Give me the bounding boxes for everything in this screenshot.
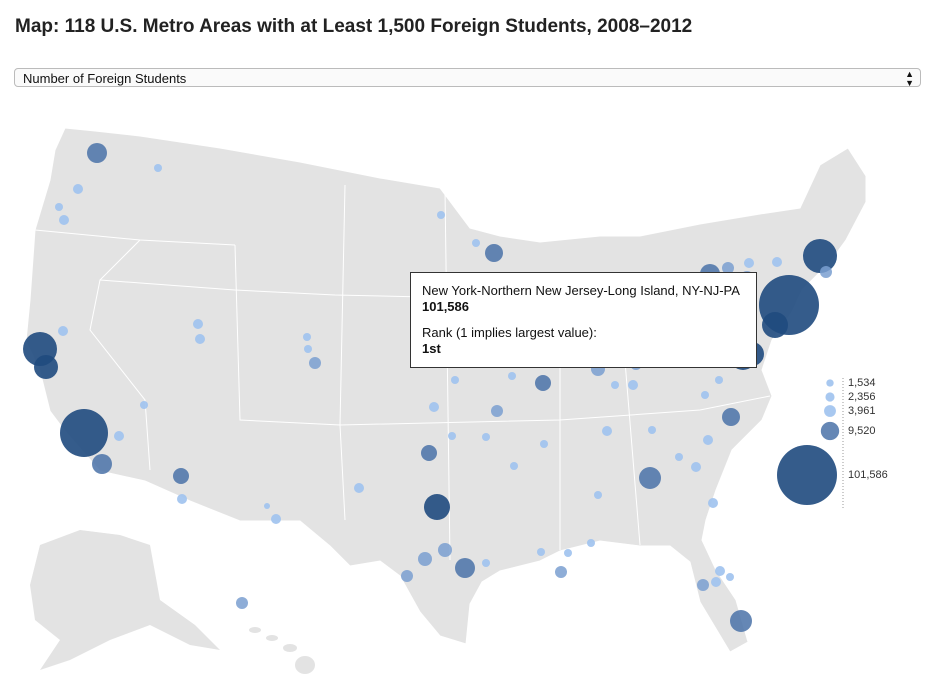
metro-bubble — [639, 467, 661, 489]
metro-bubble — [173, 468, 189, 484]
metro-bubble — [508, 372, 516, 380]
select-arrow: ▲ ▼ — [905, 69, 914, 88]
metric-select[interactable]: Number of Foreign Students ▲ ▼ — [14, 68, 921, 88]
metro-bubble — [455, 558, 475, 578]
tooltip-name: New York-Northern New Jersey-Long Island… — [422, 283, 740, 298]
metro-bubble — [675, 453, 683, 461]
legend-bubble — [777, 445, 837, 505]
metro-bubble — [193, 319, 203, 329]
metro-bubble — [177, 494, 187, 504]
metro-bubble — [648, 426, 656, 434]
title: Map: 118 U.S. Metro Areas with at Least … — [15, 16, 693, 37]
metro-bubble — [772, 257, 782, 267]
legend-bubble — [820, 421, 840, 441]
metro-bubble — [703, 435, 713, 445]
metro-bubble — [418, 552, 432, 566]
metro-bubble — [271, 514, 281, 524]
legend-label: 101,586 — [848, 469, 888, 481]
metro-bubble — [726, 573, 734, 581]
metro-bubble — [59, 215, 69, 225]
metro-bubble — [60, 409, 108, 457]
legend-label: 9,520 — [848, 425, 876, 437]
metro-bubble — [708, 498, 718, 508]
select-option: Number of Foreign Students — [23, 71, 187, 86]
metro-bubble — [304, 345, 312, 353]
metro-bubble — [691, 462, 701, 472]
metro-bubble — [602, 426, 612, 436]
metro-bubble — [820, 266, 832, 278]
metro-bubble — [195, 334, 205, 344]
metro-bubble — [611, 381, 619, 389]
metro-bubble — [140, 401, 148, 409]
metro-bubble — [594, 491, 602, 499]
metro-bubble — [537, 548, 545, 556]
legend-bubble — [826, 379, 834, 387]
metro-bubble — [564, 549, 572, 557]
metro-bubble — [711, 577, 721, 587]
metro-bubble — [628, 380, 638, 390]
legend-bubble — [824, 405, 836, 417]
metro-bubble — [535, 375, 551, 391]
metro-bubble — [722, 262, 734, 274]
metro-bubble — [401, 570, 413, 582]
tooltip-rank-label: Rank (1 implies largest value): — [422, 325, 597, 340]
metro-bubble — [236, 597, 248, 609]
metro-bubble — [472, 239, 480, 247]
metro-bubble — [510, 462, 518, 470]
metro-bubble — [437, 211, 445, 219]
legend-label: 1,534 — [848, 377, 876, 389]
tooltip-value: 101,586 — [422, 299, 469, 314]
metro-bubble — [34, 355, 58, 379]
metro-bubble — [87, 143, 107, 163]
metro-bubble — [803, 239, 837, 273]
alaska — [30, 530, 220, 670]
metro-bubble — [540, 440, 548, 448]
legend-label: 2,356 — [848, 391, 876, 403]
metro-bubble — [264, 503, 270, 509]
metro-bubble — [744, 258, 754, 268]
tooltip-rank: 1st — [422, 341, 441, 356]
metro-bubble — [424, 494, 450, 520]
metro-bubble — [421, 445, 437, 461]
metro-bubble — [354, 483, 364, 493]
metro-bubble — [701, 391, 709, 399]
metro-bubble — [58, 326, 68, 336]
metro-bubble — [491, 405, 503, 417]
metro-bubble — [154, 164, 162, 172]
metro-bubble — [587, 539, 595, 547]
metro-bubble — [438, 543, 452, 557]
metro-bubble — [55, 203, 63, 211]
metro-bubble — [451, 376, 459, 384]
metro-bubble — [762, 312, 788, 338]
metro-bubble — [722, 408, 740, 426]
metro-bubble — [715, 566, 725, 576]
metro-bubble — [303, 333, 311, 341]
metro-bubble — [448, 432, 456, 440]
hawaii — [249, 627, 315, 674]
metro-bubble — [482, 559, 490, 567]
legend: 1,534 2,356 3,961 9,520 101,586 — [777, 377, 888, 505]
metro-bubble — [697, 579, 709, 591]
legend-bubble — [825, 392, 835, 402]
legend-label: 3,961 — [848, 405, 876, 417]
metro-bubble — [92, 454, 112, 474]
metro-bubble — [73, 184, 83, 194]
metro-bubble — [730, 610, 752, 632]
metro-bubble — [429, 402, 439, 412]
metro-bubble — [114, 431, 124, 441]
metro-bubble — [309, 357, 321, 369]
metro-bubble — [485, 244, 503, 262]
metro-bubble — [482, 433, 490, 441]
tooltip: New York-Northern New Jersey-Long Island… — [410, 272, 757, 368]
metro-bubble — [555, 566, 567, 578]
metro-bubble — [715, 376, 723, 384]
